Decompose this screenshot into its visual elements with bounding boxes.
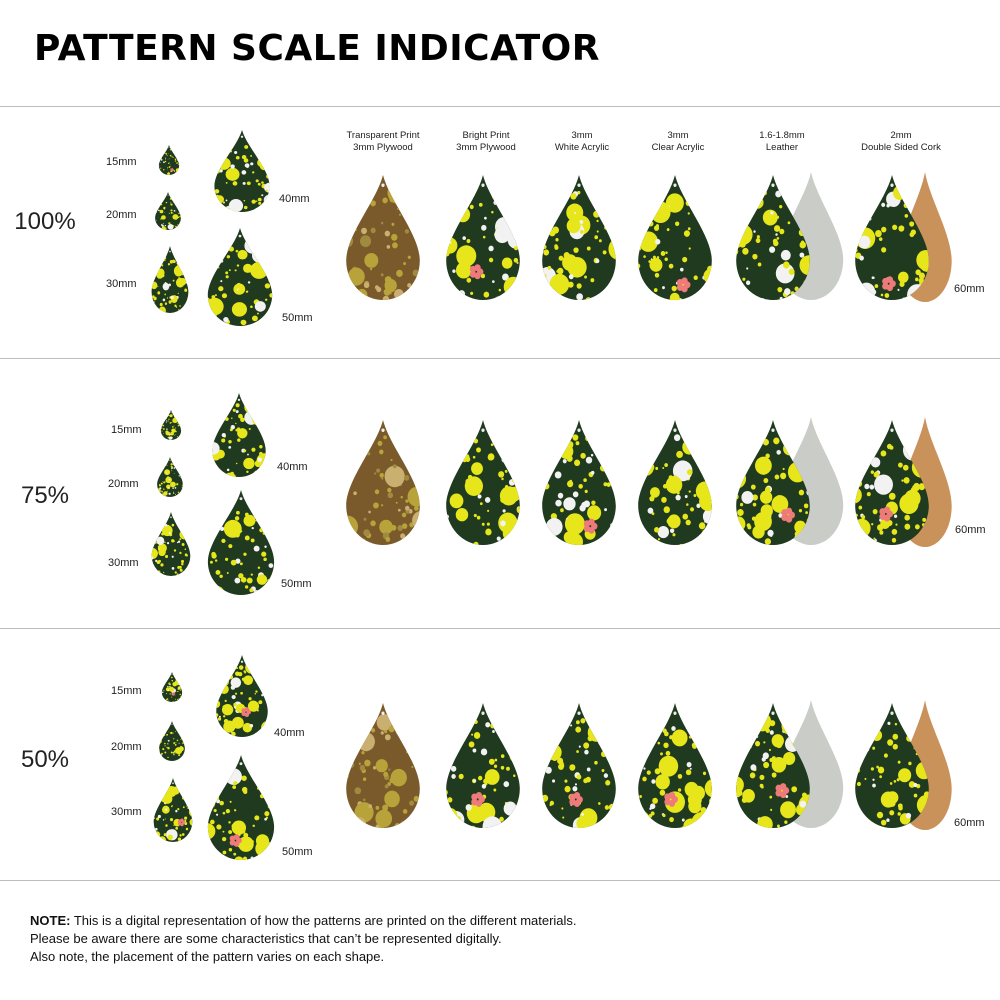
footer-note: NOTE: This is a digital representation o… bbox=[30, 912, 577, 966]
material-header: Bright Print 3mm Plywood bbox=[456, 130, 516, 153]
pattern-swatch-50mm bbox=[205, 755, 277, 860]
divider bbox=[0, 880, 1000, 881]
size-label-20mm: 20mm bbox=[111, 741, 142, 753]
pattern-swatch-50mm bbox=[205, 490, 277, 595]
size-label-15mm: 15mm bbox=[106, 156, 137, 168]
material-header: 3mm Clear Acrylic bbox=[651, 130, 705, 153]
size-label-60mm: 60mm bbox=[954, 817, 985, 829]
swatch-white-acrylic bbox=[539, 420, 619, 545]
swatch-leather-front bbox=[733, 175, 813, 300]
size-label-50mm: 50mm bbox=[282, 312, 313, 324]
size-label-15mm: 15mm bbox=[111, 424, 142, 436]
pattern-swatch-15mm bbox=[158, 145, 180, 175]
note-line-3: Also note, the placement of the pattern … bbox=[30, 949, 385, 964]
material-header: 2mm Double Sided Cork bbox=[861, 130, 941, 153]
material-header: 3mm White Acrylic bbox=[554, 130, 610, 153]
size-label-30mm: 30mm bbox=[108, 557, 139, 569]
scale-label: 50% bbox=[20, 746, 70, 773]
swatch-bright-plywood bbox=[443, 175, 523, 300]
size-label-40mm: 40mm bbox=[279, 193, 310, 205]
size-label-30mm: 30mm bbox=[111, 806, 142, 818]
pattern-swatch-30mm bbox=[150, 246, 190, 313]
swatch-white-acrylic bbox=[539, 703, 619, 828]
size-label-60mm: 60mm bbox=[954, 283, 985, 295]
swatch-transparent-plywood bbox=[343, 703, 423, 828]
material-header: Transparent Print 3mm Plywood bbox=[346, 130, 420, 153]
size-label-40mm: 40mm bbox=[274, 727, 305, 739]
pattern-swatch-40mm bbox=[212, 130, 272, 212]
size-label-60mm: 60mm bbox=[955, 524, 986, 536]
note-prefix: NOTE: bbox=[30, 913, 71, 928]
divider bbox=[0, 106, 1000, 107]
size-label-15mm: 15mm bbox=[111, 685, 142, 697]
size-label-50mm: 50mm bbox=[281, 578, 312, 590]
swatch-bright-plywood bbox=[443, 420, 523, 545]
swatch-white-acrylic bbox=[539, 175, 619, 300]
size-label-20mm: 20mm bbox=[108, 478, 139, 490]
pattern-swatch-20mm bbox=[154, 192, 182, 230]
note-line-1: This is a digital representation of how … bbox=[70, 913, 577, 928]
divider bbox=[0, 628, 1000, 629]
size-label-40mm: 40mm bbox=[277, 461, 308, 473]
pattern-swatch-40mm bbox=[214, 655, 270, 737]
pattern-swatch-30mm bbox=[150, 512, 192, 576]
page-title: PATTERN SCALE INDICATOR bbox=[34, 28, 601, 69]
swatch-leather-front bbox=[733, 420, 813, 545]
swatch-clear-acrylic bbox=[635, 175, 715, 300]
swatch-clear-acrylic bbox=[635, 703, 715, 828]
size-label-30mm: 30mm bbox=[106, 278, 137, 290]
divider bbox=[0, 358, 1000, 359]
swatch-clear-acrylic bbox=[635, 420, 715, 545]
size-label-20mm: 20mm bbox=[106, 209, 137, 221]
swatch-transparent-plywood bbox=[343, 175, 423, 300]
pattern-swatch-40mm bbox=[210, 393, 268, 477]
swatch-cork-front bbox=[852, 175, 932, 300]
pattern-swatch-20mm bbox=[158, 721, 186, 761]
swatch-leather-front bbox=[733, 703, 813, 828]
swatch-bright-plywood bbox=[443, 703, 523, 828]
material-header: 1.6-1.8mm Leather bbox=[759, 130, 805, 153]
scale-label: 100% bbox=[14, 208, 76, 235]
pattern-swatch-30mm bbox=[152, 778, 194, 842]
pattern-swatch-50mm bbox=[205, 228, 275, 326]
swatch-transparent-plywood bbox=[343, 420, 423, 545]
pattern-swatch-20mm bbox=[156, 457, 184, 497]
pattern-swatch-15mm bbox=[160, 410, 182, 440]
size-label-50mm: 50mm bbox=[282, 846, 313, 858]
swatch-cork-front bbox=[852, 703, 932, 828]
scale-label: 75% bbox=[20, 482, 70, 509]
note-line-2: Please be aware there are some character… bbox=[30, 931, 502, 946]
pattern-swatch-15mm bbox=[161, 672, 183, 702]
swatch-cork-front bbox=[852, 420, 932, 545]
